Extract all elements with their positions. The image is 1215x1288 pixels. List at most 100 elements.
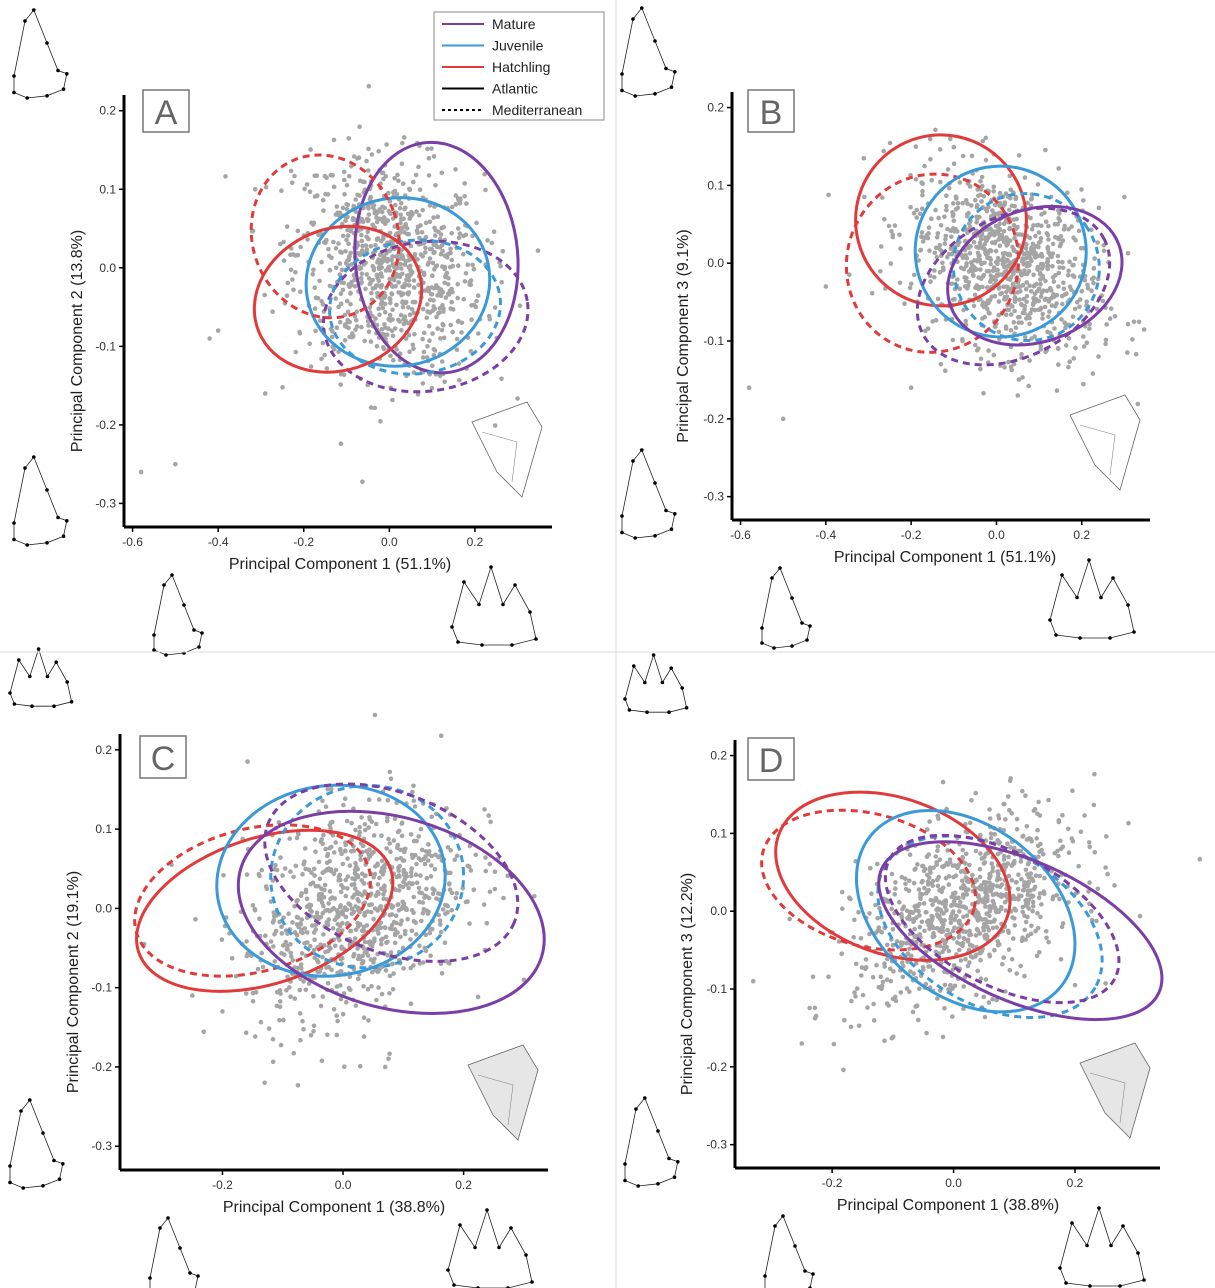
data-point	[972, 258, 977, 263]
data-point	[916, 1017, 921, 1023]
data-point	[967, 928, 972, 934]
data-point	[444, 903, 450, 908]
data-point	[1025, 200, 1030, 206]
data-point	[384, 940, 389, 945]
data-point	[371, 833, 377, 838]
data-point	[974, 877, 979, 883]
data-point	[462, 181, 468, 186]
landmark-outline-icon	[12, 8, 69, 100]
outlier-point	[215, 328, 221, 333]
data-point	[338, 889, 344, 895]
outlier-point	[138, 469, 144, 475]
data-point	[328, 867, 334, 872]
data-point	[1056, 284, 1061, 289]
data-point	[325, 853, 330, 859]
landmark-point	[1048, 618, 1052, 622]
data-point	[1039, 902, 1044, 907]
data-point	[398, 212, 404, 218]
data-point	[339, 280, 344, 285]
data-point	[305, 237, 310, 242]
legend-label: Mediterranean	[492, 102, 582, 118]
data-point	[1016, 377, 1022, 382]
data-point	[1100, 298, 1106, 304]
data-point	[970, 872, 975, 878]
data-point	[983, 157, 989, 163]
data-point	[390, 307, 395, 313]
landmark-point	[640, 448, 644, 452]
legend-label: Atlantic	[492, 81, 538, 97]
data-point	[259, 950, 265, 956]
data-point	[359, 815, 364, 820]
data-point	[433, 228, 438, 233]
data-point	[955, 205, 961, 211]
data-point	[943, 875, 949, 881]
data-point	[976, 253, 981, 258]
data-point	[942, 1006, 947, 1011]
data-point	[359, 928, 365, 934]
data-point	[312, 194, 318, 199]
data-point	[375, 236, 380, 241]
panel-a: -0.6 -0.4 -0.2 0.0 0.2-0.3-0.2-0.10.00.10.2P…	[12, 8, 552, 657]
data-point	[1008, 187, 1014, 193]
data-point	[991, 212, 996, 217]
data-point	[1023, 919, 1029, 925]
data-point	[873, 902, 878, 908]
data-point	[877, 905, 882, 911]
data-point	[349, 837, 354, 843]
data-point	[389, 912, 395, 917]
data-point	[375, 882, 381, 887]
data-point	[858, 936, 864, 941]
data-point	[424, 876, 430, 881]
data-point	[378, 920, 384, 925]
data-point	[938, 362, 944, 367]
data-point	[914, 207, 919, 213]
data-point	[876, 984, 882, 990]
data-point	[430, 891, 436, 897]
data-point	[310, 272, 316, 277]
data-point	[359, 271, 365, 277]
data-point	[400, 254, 406, 259]
data-point	[390, 961, 395, 967]
data-point	[946, 185, 952, 191]
data-point	[921, 901, 927, 906]
data-point	[888, 261, 894, 266]
data-point	[1103, 865, 1108, 870]
data-point	[1030, 899, 1036, 905]
data-point	[1003, 908, 1009, 913]
data-point	[1078, 829, 1084, 835]
outline-path	[9, 647, 73, 707]
data-point	[941, 885, 946, 891]
data-point	[299, 917, 305, 922]
data-point	[1036, 799, 1041, 805]
data-point	[345, 233, 351, 238]
data-point	[1020, 834, 1025, 839]
data-point	[976, 275, 981, 280]
data-point	[345, 886, 350, 891]
data-point	[484, 920, 490, 926]
data-point	[1056, 259, 1061, 265]
data-point	[427, 338, 432, 344]
data-point	[404, 907, 410, 913]
data-point	[999, 272, 1005, 277]
data-point	[1069, 224, 1074, 229]
data-point	[439, 170, 445, 176]
data-point	[933, 245, 939, 251]
data-point	[244, 939, 249, 944]
data-point	[366, 323, 371, 328]
data-point	[1059, 924, 1065, 930]
data-point	[1024, 824, 1030, 829]
data-point	[344, 818, 350, 824]
data-point	[400, 304, 406, 310]
data-point	[925, 827, 930, 832]
data-point	[880, 979, 886, 985]
data-point	[988, 831, 994, 836]
data-point	[312, 285, 318, 291]
data-point	[367, 847, 372, 852]
data-point	[343, 893, 349, 899]
data-point	[409, 852, 415, 858]
data-point	[387, 312, 393, 318]
data-point	[362, 913, 368, 918]
data-point	[354, 309, 360, 315]
data-point	[1033, 873, 1039, 878]
y-tick-label: 0.1	[707, 178, 724, 192]
